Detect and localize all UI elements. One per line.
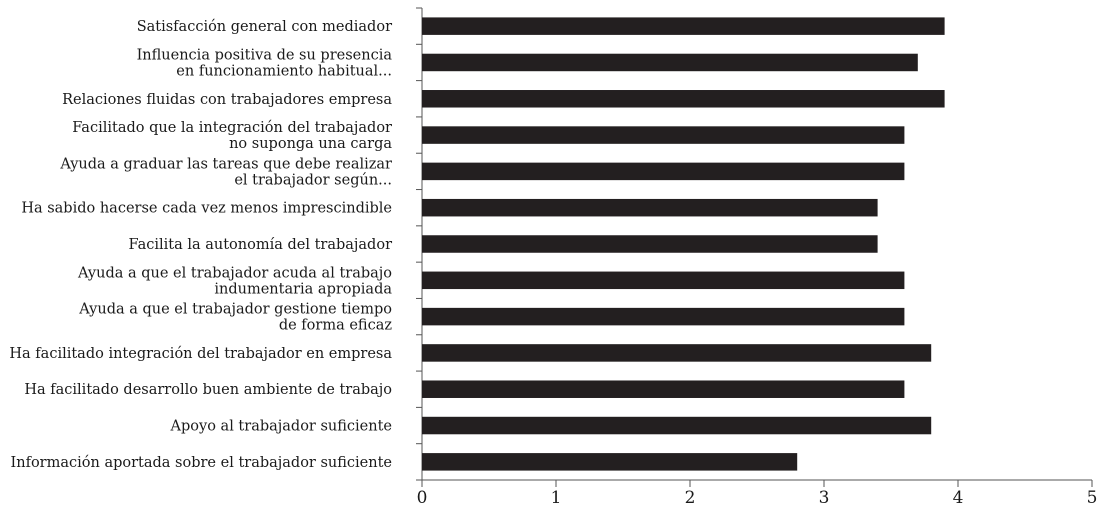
category-label: Ha sabido hacerse cada vez menos impresc… <box>21 201 392 217</box>
bar <box>422 344 932 362</box>
bar <box>422 162 905 181</box>
category-label: Ha facilitado integración del trabajador… <box>9 346 392 362</box>
bar <box>422 453 798 471</box>
category-label: Relaciones fluidas con trabajadores empr… <box>62 92 392 108</box>
category-label: Satisfacción general con mediador <box>137 19 392 35</box>
bar <box>422 271 905 290</box>
bar <box>422 307 905 326</box>
category-label: Ayuda a que el trabajador acuda al traba… <box>77 265 392 281</box>
x-tick-label: 5 <box>1087 488 1098 508</box>
category-label: Apoyo al trabajador suficiente <box>170 419 392 435</box>
category-label: Influencia positiva de su presencia <box>137 47 393 63</box>
x-tick-label: 4 <box>953 488 964 508</box>
category-label: no suponga una carga <box>229 136 392 152</box>
x-tick-label: 3 <box>819 488 830 508</box>
bar <box>422 126 905 144</box>
x-tick-label: 0 <box>417 488 428 508</box>
bar <box>422 416 932 435</box>
category-label: indumentaria apropiada <box>214 281 392 297</box>
category-label: Ayuda a graduar las tareas que debe real… <box>59 156 392 172</box>
bar <box>422 380 905 398</box>
category-label: Facilitado que la integración del trabaj… <box>72 120 392 136</box>
category-label: en funcionamiento habitual... <box>176 63 392 79</box>
x-tick-label: 1 <box>551 488 562 508</box>
x-tick-label: 2 <box>685 488 696 508</box>
category-label: de forma eficaz <box>279 318 393 334</box>
category-label: Ayuda a que el trabajador gestione tiemp… <box>78 302 392 318</box>
bar <box>422 235 878 253</box>
category-label: Ha facilitado desarrollo buen ambiente d… <box>24 382 392 398</box>
category-label: el trabajador según... <box>234 172 392 188</box>
bar <box>422 198 878 217</box>
bar <box>422 17 945 35</box>
bar <box>422 90 945 108</box>
category-label: Información aportada sobre el trabajador… <box>11 455 392 471</box>
category-label: Facilita la autonomía del trabajador <box>129 237 393 253</box>
bar <box>422 53 918 72</box>
